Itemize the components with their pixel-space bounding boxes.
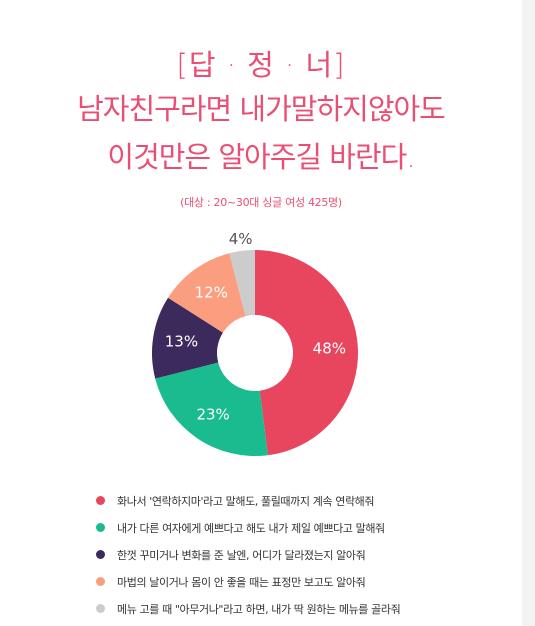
slice-label-4: 12% <box>195 284 228 302</box>
legend-item-4: 마법의 날이거나 몸이 안 좋을 때는 표정만 보고도 알아줘 <box>96 568 400 595</box>
survey-subtitle: (대상 : 20~30대 싱글 여성 425명) <box>180 196 342 209</box>
legend-swatch <box>96 604 105 613</box>
slice-label-5: 4% <box>229 230 253 248</box>
pie-slice-2 <box>155 362 268 456</box>
legend-label: 메뉴 고를 때 "아무거나"라고 하면, 내가 딱 원하는 메뉴를 골라줘 <box>117 602 401 616</box>
pie-slice-5 <box>229 250 255 317</box>
slice-label-1: 48% <box>313 339 346 357</box>
title-line-1: [답 · 정 · 너] <box>176 48 346 82</box>
slice-label-2: 23% <box>196 406 229 424</box>
title-line-2: 남자친구라면 내가말하지않아도 <box>77 92 446 126</box>
legend-label: 마법의 날이거나 몸이 안 좋을 때는 표정만 보고도 알아줘 <box>117 575 366 589</box>
infographic-card: [답 · 정 · 너] 남자친구라면 내가말하지않아도 이것만은 알아주길 바란… <box>0 0 522 626</box>
legend-item-1: 화나서 '연락하지마'라고 말해도, 풀릴때까지 계속 연락해줘 <box>96 487 400 514</box>
legend-label: 내가 다른 여자에게 예쁘다고 해도 내가 제일 예쁘다고 말해줘 <box>117 521 385 535</box>
pie-slice-1 <box>255 250 359 456</box>
donut-chart: 48% 23% 13% 12% 4% <box>152 230 359 456</box>
legend-item-2: 내가 다른 여자에게 예쁘다고 해도 내가 제일 예쁘다고 말해줘 <box>96 514 400 541</box>
pie-slice-3 <box>152 297 223 379</box>
legend-swatch <box>96 550 105 559</box>
legend-item-3: 한껏 꾸미거나 변화를 준 날엔, 어디가 달라졌는지 알아줘 <box>96 541 400 568</box>
legend-label: 한껏 꾸미거나 변화를 준 날엔, 어디가 달라졌는지 알아줘 <box>117 548 366 562</box>
legend-swatch <box>96 496 105 505</box>
legend-swatch <box>96 523 105 532</box>
legend-swatch <box>96 577 105 586</box>
pie-slice-4 <box>168 253 246 333</box>
slice-label-3: 13% <box>165 332 198 350</box>
title-line-3: 이것만은 알아주길 바란다. <box>107 140 415 174</box>
legend-label: 화나서 '연락하지마'라고 말해도, 풀릴때까지 계속 연락해줘 <box>117 494 375 508</box>
legend-item-5: 메뉴 고를 때 "아무거나"라고 하면, 내가 딱 원하는 메뉴를 골라줘 <box>96 595 401 622</box>
